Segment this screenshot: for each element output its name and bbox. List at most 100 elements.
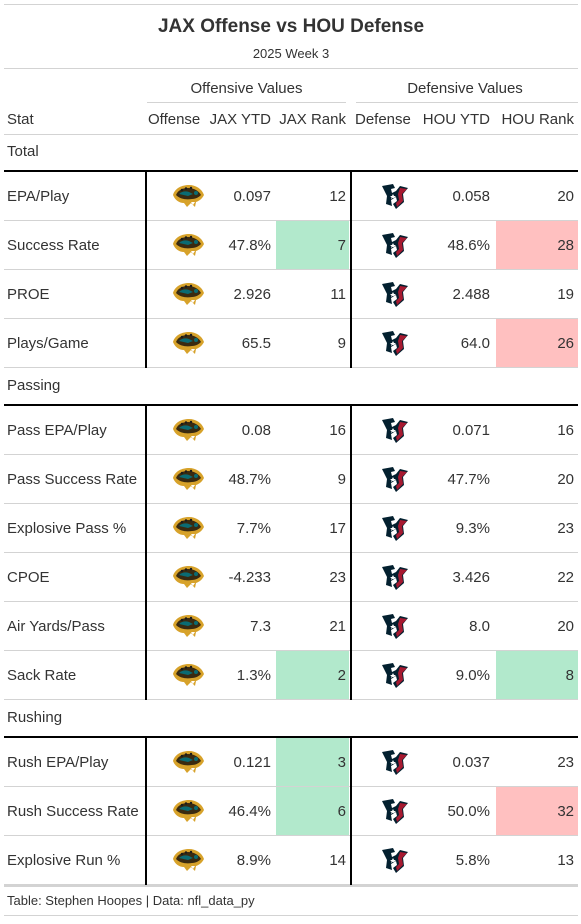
header-divider: [4, 68, 578, 69]
row-divider: [4, 650, 578, 651]
group-defensive-values: Defensive Values: [407, 80, 523, 97]
hou-rank-value: 19: [557, 286, 574, 303]
jax-rank-highlight: [276, 738, 349, 787]
hou-ytd-value: 64.0: [460, 335, 490, 352]
jax-rank-value: 9: [337, 471, 346, 488]
hou-rank-value: 13: [557, 852, 574, 869]
jax-rank-value: 17: [329, 520, 346, 537]
hou-rank-value: 22: [557, 569, 574, 586]
group-defensive-underline: [356, 102, 578, 103]
section-header: Total: [4, 134, 578, 170]
jax-rank-highlight: [276, 787, 349, 836]
table-row: Rush Success Rate 46.4% 6 50.0% 32: [4, 787, 578, 836]
jax-rank-value: 14: [329, 852, 346, 869]
jax-rank-value: 7: [337, 237, 346, 254]
offense-column-divider: [145, 736, 147, 885]
texans-logo-icon: [380, 563, 410, 596]
jax-rank-value: 3: [337, 754, 346, 771]
section-label: Total: [7, 143, 39, 160]
offense-column-divider: [145, 170, 147, 368]
section-header: Rushing: [4, 700, 578, 736]
stat-name: Pass EPA/Play: [7, 422, 107, 439]
table-row: EPA/Play 0.097 12 0.058 20: [4, 172, 578, 221]
jax-ytd-value: 0.097: [233, 188, 271, 205]
jax-rank-highlight: [276, 221, 349, 270]
jax-rank-value: 2: [337, 667, 346, 684]
jax-ytd-value: 47.8%: [228, 237, 271, 254]
jax-ytd-value: 46.4%: [228, 803, 271, 820]
hou-rank-highlight: [496, 319, 578, 368]
jax-rank-value: 6: [337, 803, 346, 820]
table-row: Pass EPA/Play 0.08 16 0.071 16: [4, 406, 578, 455]
hou-ytd-value: 3.426: [452, 569, 490, 586]
jaguars-logo-icon: [171, 330, 205, 361]
row-divider: [4, 318, 578, 319]
hou-ytd-value: 48.6%: [447, 237, 490, 254]
jax-ytd-value: 2.926: [233, 286, 271, 303]
stat-name: Rush Success Rate: [7, 803, 139, 820]
stat-name: Pass Success Rate: [7, 471, 138, 488]
jaguars-logo-icon: [171, 662, 205, 693]
hou-rank-value: 16: [557, 422, 574, 439]
row-divider: [4, 503, 578, 504]
stat-name: Rush EPA/Play: [7, 754, 109, 771]
column-header-divider: [4, 134, 578, 135]
texans-logo-icon: [380, 416, 410, 449]
hou-ytd-value: 9.3%: [455, 520, 490, 537]
row-divider: [4, 454, 578, 455]
defense-column-divider: [350, 404, 352, 700]
jaguars-logo-icon: [171, 515, 205, 546]
section-label: Passing: [7, 377, 61, 394]
jaguars-logo-icon: [171, 281, 205, 312]
jax-ytd-value: 8.9%: [236, 852, 271, 869]
hou-rank-value: 20: [557, 471, 574, 488]
row-divider: [4, 835, 578, 836]
texans-logo-icon: [380, 182, 410, 215]
top-border: [4, 4, 578, 5]
texans-logo-icon: [380, 797, 410, 830]
section-header: Passing: [4, 368, 578, 404]
jax-ytd-value: 1.3%: [236, 667, 271, 684]
texans-logo-icon: [380, 231, 410, 264]
table-row: Air Yards/Pass 7.3 21 8.0 20: [4, 602, 578, 651]
col-header-hou-ytd: HOU YTD: [422, 111, 490, 128]
table-bottom-border: [4, 885, 578, 887]
col-header-hou-rank: HOU Rank: [501, 111, 574, 128]
row-divider: [4, 552, 578, 553]
jax-ytd-value: 7.7%: [236, 520, 271, 537]
texans-logo-icon: [380, 280, 410, 313]
stat-name: Success Rate: [7, 237, 100, 254]
texans-logo-icon: [380, 612, 410, 645]
section-label: Rushing: [7, 709, 63, 726]
jaguars-logo-icon: [171, 183, 205, 214]
jaguars-logo-icon: [171, 798, 205, 829]
jaguars-logo-icon: [171, 613, 205, 644]
texans-logo-icon: [380, 514, 410, 547]
defense-column-divider: [350, 170, 352, 368]
hou-rank-value: 23: [557, 520, 574, 537]
hou-ytd-value: 5.8%: [455, 852, 490, 869]
jax-ytd-value: 7.3: [250, 618, 271, 635]
section-divider: [4, 170, 578, 172]
hou-ytd-value: 0.037: [452, 754, 490, 771]
defense-column-divider: [350, 736, 352, 885]
hou-ytd-value: 8.0: [469, 618, 490, 635]
row-divider: [4, 699, 578, 700]
table-row: Plays/Game 65.5 9 64.0 26: [4, 319, 578, 368]
stat-name: PROE: [7, 286, 50, 303]
col-header-defense: Defense: [355, 111, 411, 128]
jax-rank-highlight: [276, 651, 349, 700]
jaguars-logo-icon: [171, 466, 205, 497]
table-footer-source: Table: Stephen Hoopes | Data: nfl_data_p…: [7, 893, 255, 908]
jax-rank-value: 23: [329, 569, 346, 586]
texans-logo-icon: [380, 465, 410, 498]
hou-rank-value: 32: [557, 803, 574, 820]
table-row: Pass Success Rate 48.7% 9 47.7% 20: [4, 455, 578, 504]
hou-rank-value: 28: [557, 237, 574, 254]
jax-rank-value: 12: [329, 188, 346, 205]
group-offensive-values: Offensive Values: [190, 80, 303, 97]
hou-rank-highlight: [496, 221, 578, 270]
table-subtitle: 2025 Week 3: [252, 46, 330, 61]
hou-rank-highlight: [496, 787, 578, 836]
group-offensive-underline: [147, 102, 346, 103]
